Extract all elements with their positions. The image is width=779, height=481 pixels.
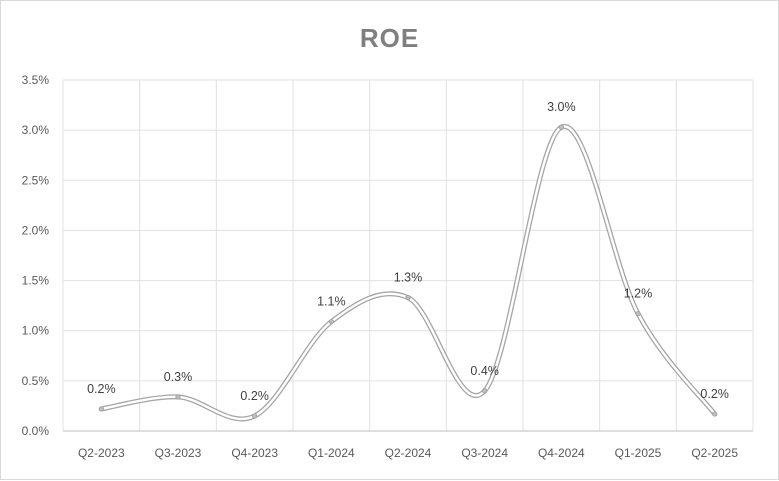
chart-title: ROE bbox=[359, 23, 420, 53]
data-label: 0.2% bbox=[87, 382, 116, 396]
data-label: 0.3% bbox=[164, 370, 193, 384]
y-tick-label: 3.0% bbox=[22, 123, 50, 137]
series-roe bbox=[98, 124, 718, 422]
y-tick-label: 2.0% bbox=[22, 223, 50, 237]
x-tick-label: Q4-2024 bbox=[538, 446, 585, 460]
x-tick-label: Q4-2023 bbox=[231, 446, 278, 460]
x-tick-label: Q1-2024 bbox=[308, 446, 355, 460]
data-point bbox=[328, 319, 334, 325]
y-tick-label: 2.5% bbox=[22, 173, 50, 187]
x-tick-label: Q2-2025 bbox=[691, 446, 738, 460]
data-label: 3.0% bbox=[547, 100, 576, 114]
y-tick-label: 3.5% bbox=[22, 73, 50, 87]
data-point bbox=[712, 411, 718, 417]
x-tick-label: Q2-2023 bbox=[78, 446, 125, 460]
data-point bbox=[252, 413, 258, 419]
axes: 0.0% 0.5% 1.0% 1.5% 2.0% 2.5% 3.0% 3.5% Q2-2023 Q… bbox=[22, 73, 753, 460]
data-label: 1.1% bbox=[317, 295, 346, 309]
data-label: 0.2% bbox=[240, 389, 269, 403]
data-point bbox=[98, 406, 104, 412]
data-point bbox=[558, 124, 564, 130]
data-label: 1.3% bbox=[394, 271, 423, 285]
data-label: 0.4% bbox=[470, 364, 499, 378]
data-point bbox=[482, 388, 488, 394]
x-tick-label: Q2-2024 bbox=[385, 446, 432, 460]
data-label: 0.2% bbox=[700, 387, 729, 401]
y-tick-label: 1.0% bbox=[22, 324, 50, 338]
x-tick-label: Q3-2023 bbox=[155, 446, 202, 460]
data-point bbox=[175, 394, 181, 400]
x-tick-label: Q3-2024 bbox=[461, 446, 508, 460]
data-point bbox=[635, 311, 641, 317]
data-point bbox=[405, 295, 411, 301]
data-label: 1.2% bbox=[624, 287, 653, 301]
x-tick-label: Q1-2025 bbox=[615, 446, 662, 460]
series-line bbox=[100, 125, 716, 421]
y-tick-label: 1.5% bbox=[22, 274, 50, 288]
y-tick-label: 0.5% bbox=[22, 374, 50, 388]
y-tick-label: 0.0% bbox=[22, 424, 50, 438]
data-labels: 0.2% 0.3% 0.2% 1.1% 1.3% 0.4% 3.0% 1.2% 0.2% bbox=[87, 100, 729, 403]
